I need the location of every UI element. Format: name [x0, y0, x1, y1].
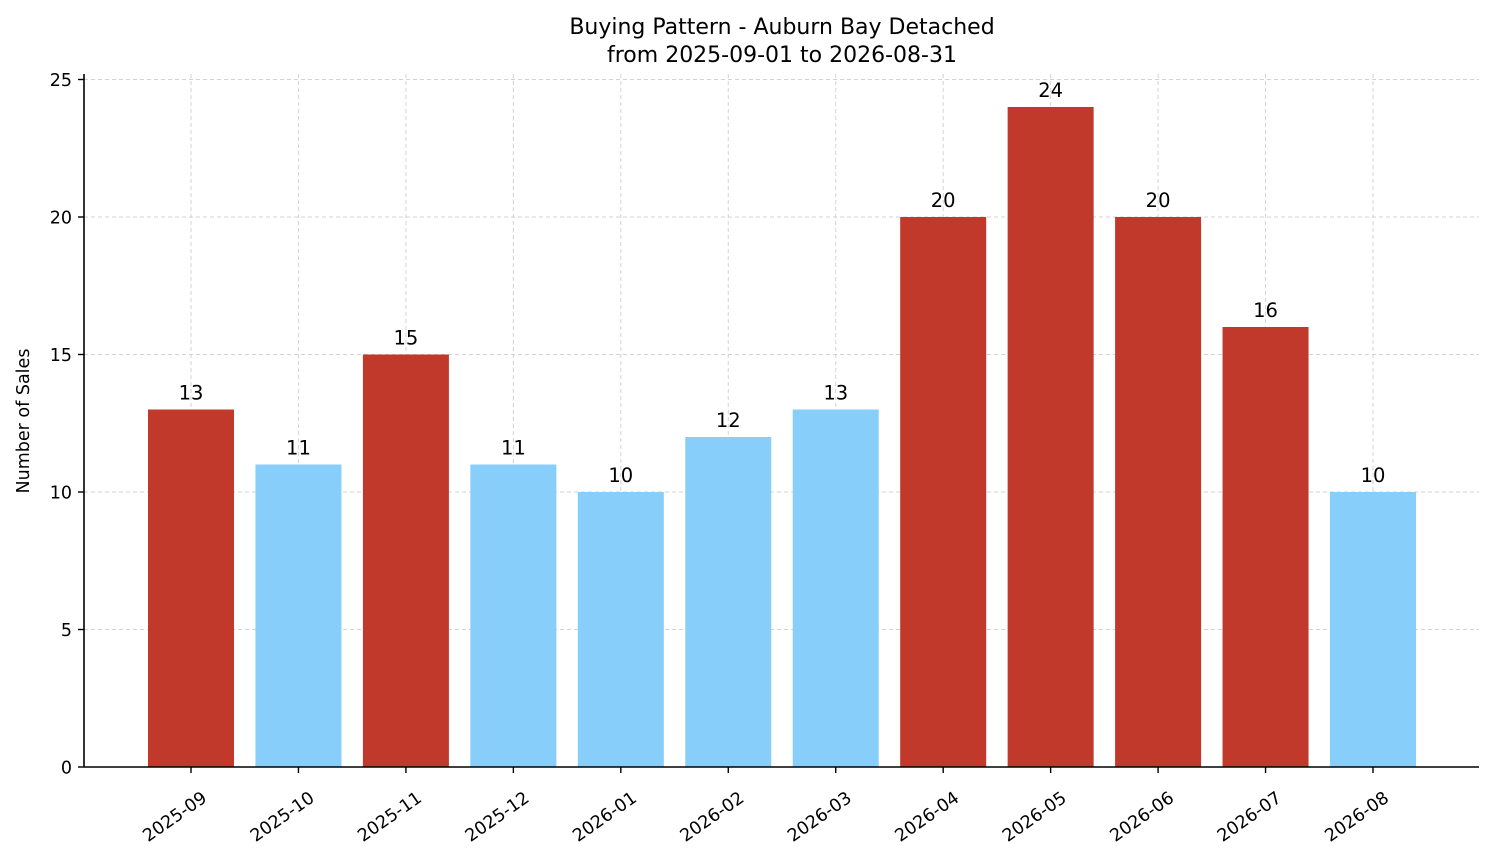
data-label: 13: [823, 382, 848, 405]
x-tick-label: 2026-03: [784, 788, 855, 846]
data-label: 24: [1038, 79, 1063, 102]
bar: [1330, 492, 1416, 767]
bar: [148, 409, 234, 767]
bar: [900, 217, 987, 767]
x-tick-label: 2025-12: [462, 788, 533, 846]
data-label: 12: [716, 409, 741, 432]
x-tick-label: 2026-06: [1107, 788, 1178, 846]
y-tick-label: 5: [61, 621, 72, 641]
y-tick-label: 0: [61, 759, 72, 779]
x-tick-label: 2026-04: [892, 788, 963, 846]
label-layer: 13 11 15 11 10 12 13 20 24 20 16 10: [179, 79, 1386, 487]
bar: [1222, 327, 1309, 767]
y-tick-label: 15: [50, 346, 72, 366]
chart-title: Buying Pattern - Auburn Bay Detached: [569, 15, 994, 40]
data-label: 20: [1146, 189, 1171, 212]
x-tick-label: 2025-11: [354, 788, 425, 846]
y-axis-label: Number of Sales: [14, 349, 34, 494]
data-label: 15: [393, 327, 418, 350]
y-tick-label: 10: [50, 484, 72, 504]
chart-subtitle: from 2025-09-01 to 2026-08-31: [607, 43, 957, 68]
data-label: 13: [179, 382, 204, 405]
x-tick-label: 2026-07: [1214, 788, 1285, 846]
bar: [255, 464, 342, 767]
bar: [577, 492, 664, 767]
bar: [362, 354, 449, 767]
bar: [1007, 107, 1094, 767]
bar: [1115, 217, 1202, 767]
x-tick-label: 2026-01: [569, 788, 640, 846]
x-tick-label: 2026-02: [677, 788, 748, 846]
data-label: 11: [501, 437, 526, 460]
bar: [792, 409, 879, 767]
bar-layer: [148, 107, 1416, 767]
data-label: 20: [931, 189, 956, 212]
data-label: 16: [1253, 299, 1278, 322]
x-tick-label: 2026-08: [1322, 788, 1393, 846]
data-label: 11: [286, 437, 311, 460]
y-tick-label: 25: [50, 71, 72, 91]
x-tick-label: 2026-05: [999, 788, 1070, 846]
x-tick-label: 2025-09: [140, 788, 211, 846]
data-label: 10: [1361, 464, 1386, 487]
x-tick-label: 2025-10: [247, 788, 318, 846]
y-tick-label: 20: [50, 209, 72, 229]
data-label: 10: [608, 464, 633, 487]
bar: [470, 464, 557, 767]
bar: [685, 437, 772, 767]
